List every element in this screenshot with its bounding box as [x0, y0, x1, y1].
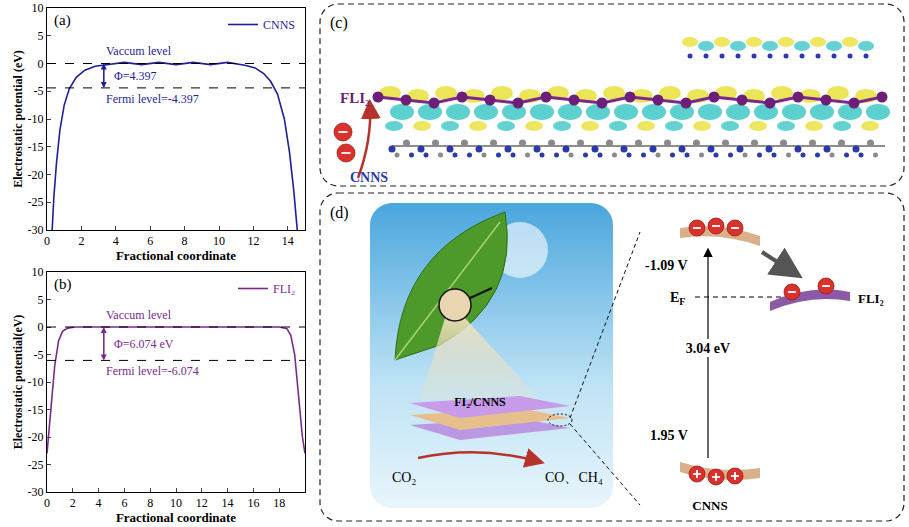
svg-text:1.95 V: 1.95 V [650, 428, 688, 443]
svg-text:4: 4 [96, 496, 102, 510]
svg-text:CO₂: CO₂ [392, 470, 416, 485]
svg-text:10: 10 [213, 234, 225, 248]
svg-text:Fractional coordinate: Fractional coordinate [116, 248, 236, 263]
svg-text:-1.09 V: -1.09 V [645, 258, 688, 273]
svg-text:Fermi level=-4.397: Fermi level=-4.397 [106, 92, 199, 106]
svg-text:(d): (d) [330, 204, 349, 222]
svg-text:12: 12 [247, 234, 259, 248]
svg-text:-15: -15 [28, 140, 44, 154]
svg-text:-30: -30 [28, 485, 44, 499]
svg-text:2: 2 [78, 234, 84, 248]
svg-text:14: 14 [282, 234, 294, 248]
svg-text:6: 6 [121, 496, 127, 510]
svg-text:-10: -10 [28, 112, 44, 126]
svg-text:EF: EF [670, 290, 685, 307]
svg-text:(a): (a) [54, 12, 71, 29]
svg-text:Vaccum level: Vaccum level [106, 308, 172, 322]
svg-text:Electrostatic potential(eV): Electrostatic potential(eV) [11, 315, 25, 450]
svg-text:FLI₂: FLI₂ [858, 291, 884, 306]
svg-text:Vaccum level: Vaccum level [106, 44, 172, 58]
svg-text:8: 8 [182, 234, 188, 248]
svg-text:CNNS: CNNS [263, 18, 295, 32]
svg-text:4: 4 [113, 234, 119, 248]
svg-text:0: 0 [38, 57, 44, 71]
svg-text:Φ=4.397: Φ=4.397 [114, 69, 157, 83]
svg-text:5: 5 [38, 293, 44, 307]
svg-text:0: 0 [38, 320, 44, 334]
svg-text:-30: -30 [28, 223, 44, 237]
svg-text:8: 8 [147, 496, 153, 510]
svg-text:-10: -10 [28, 375, 44, 389]
svg-text:CNNS: CNNS [692, 498, 727, 513]
svg-text:FLI₂: FLI₂ [273, 282, 295, 296]
svg-text:6: 6 [147, 234, 153, 248]
svg-text:CNNS: CNNS [350, 170, 388, 185]
svg-text:Electrostatic potential (eV): Electrostatic potential (eV) [11, 50, 25, 188]
svg-text:FLI₂: FLI₂ [340, 90, 370, 106]
svg-text:FI₂/CNNS: FI₂/CNNS [454, 395, 506, 409]
svg-text:-25: -25 [28, 458, 44, 472]
svg-text:Φ=6.074 eV: Φ=6.074 eV [114, 337, 174, 351]
svg-text:18: 18 [273, 496, 285, 510]
svg-text:-5: -5 [34, 348, 44, 362]
svg-text:14: 14 [222, 496, 234, 510]
svg-text:0: 0 [44, 234, 50, 248]
svg-text:3.04 eV: 3.04 eV [686, 341, 730, 356]
svg-text:10: 10 [170, 496, 182, 510]
svg-text:-20: -20 [28, 168, 44, 182]
svg-text:-25: -25 [28, 195, 44, 209]
svg-text:(c): (c) [330, 14, 348, 32]
svg-text:(b): (b) [54, 276, 72, 293]
svg-text:-5: -5 [34, 84, 44, 98]
svg-text:Fractional coordinate: Fractional coordinate [116, 510, 236, 525]
svg-text:12: 12 [196, 496, 208, 510]
svg-text:CO、CH₄: CO、CH₄ [545, 470, 603, 485]
svg-text:10: 10 [32, 265, 44, 279]
svg-text:Fermi level=-6.074: Fermi level=-6.074 [106, 364, 199, 378]
svg-text:16: 16 [247, 496, 259, 510]
svg-text:0: 0 [44, 496, 50, 510]
svg-text:-15: -15 [28, 403, 44, 417]
svg-text:-20: -20 [28, 430, 44, 444]
svg-text:10: 10 [32, 1, 44, 15]
svg-text:5: 5 [38, 29, 44, 43]
svg-text:2: 2 [70, 496, 76, 510]
